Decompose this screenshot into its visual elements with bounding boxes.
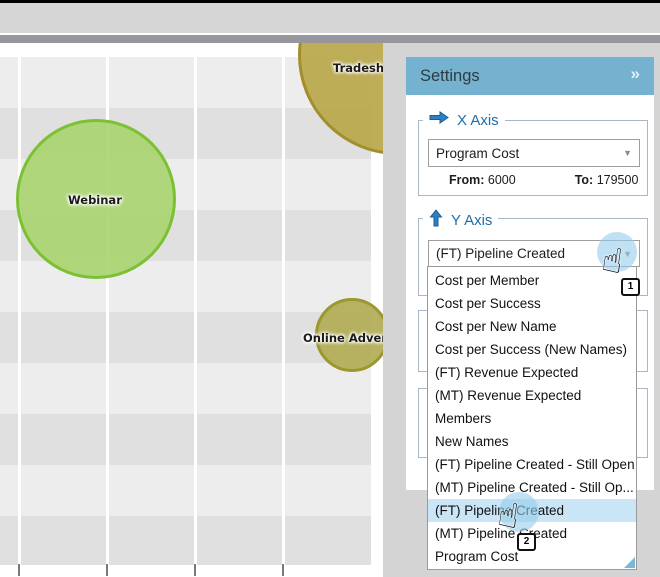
to-label: To: xyxy=(574,173,594,187)
dropdown-item[interactable]: Cost per Success (New Names) xyxy=(435,342,628,357)
bubble-label-tradeshow: Tradesh xyxy=(333,61,383,75)
bubble-label-online-advertising: Online Advert xyxy=(303,331,383,345)
x-axis-tick xyxy=(194,564,196,576)
collapse-panel-icon[interactable]: » xyxy=(630,64,642,83)
to-value: 179500 xyxy=(596,173,639,187)
step-badge-2: 2 xyxy=(517,533,536,551)
dropdown-item[interactable]: Members xyxy=(435,411,492,426)
y-axis-arrow-icon xyxy=(429,209,443,232)
step-badge-1: 1 xyxy=(621,278,640,296)
bubble-online-advertising[interactable] xyxy=(315,298,383,372)
dropdown-item[interactable]: Program Cost xyxy=(435,549,519,564)
dropdown-item[interactable]: Cost per New Name xyxy=(435,319,557,334)
x-axis-range: From: 6000 To: 179500 xyxy=(449,173,638,187)
gridline xyxy=(106,57,109,565)
browser-toolbar xyxy=(0,3,660,33)
resize-handle-icon[interactable] xyxy=(624,557,635,568)
dropdown-item[interactable]: (MT) Pipeline Created - Still Op... xyxy=(435,480,634,495)
highlight-spot-1 xyxy=(597,232,637,272)
y-axis-legend-label: Y Axis xyxy=(451,212,493,229)
gridline xyxy=(194,57,197,565)
gridline xyxy=(18,57,21,565)
settings-title: Settings xyxy=(420,66,480,85)
dropdown-item[interactable]: (MT) Revenue Expected xyxy=(435,388,582,403)
dropdown-item[interactable]: Cost per Success xyxy=(435,296,541,311)
x-axis-section: X Axis Program Cost ▼ From: 6000 To: 179… xyxy=(418,111,648,196)
from-value: 6000 xyxy=(487,173,516,187)
page-divider-bar xyxy=(0,34,660,44)
x-axis-legend-label: X Axis xyxy=(457,111,499,129)
x-axis-tick xyxy=(282,564,284,576)
x-axis-tick xyxy=(106,564,108,576)
window-top-edge xyxy=(0,0,660,3)
chevron-down-icon: ▼ xyxy=(623,148,632,158)
dropdown-item[interactable]: New Names xyxy=(435,434,509,449)
gridline xyxy=(282,57,285,565)
settings-panel-header: Settings » xyxy=(406,57,654,95)
dropdown-item[interactable]: (FT) Revenue Expected xyxy=(435,365,579,380)
x-axis-arrow-icon xyxy=(429,111,449,129)
dropdown-item[interactable]: (FT) Pipeline Created - Still Open xyxy=(435,457,635,472)
y-axis-selected-value: (FT) Pipeline Created xyxy=(436,246,566,261)
x-axis-selected-value: Program Cost xyxy=(436,145,520,161)
bubble-label-webinar: Webinar xyxy=(68,193,122,207)
y-axis-legend: Y Axis xyxy=(423,209,499,232)
x-axis-select[interactable]: Program Cost ▼ xyxy=(428,139,640,167)
bubble-webinar[interactable] xyxy=(16,119,176,279)
x-axis-legend: X Axis xyxy=(423,111,505,129)
from-label: From: xyxy=(449,173,485,187)
x-axis-tick xyxy=(18,564,20,576)
highlight-spot-2 xyxy=(499,492,539,532)
dropdown-item[interactable]: Cost per Member xyxy=(435,273,540,288)
bubble-chart: Tradesh Webinar Online Advert xyxy=(0,43,383,577)
